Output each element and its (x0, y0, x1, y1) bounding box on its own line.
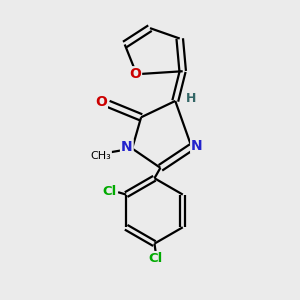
Text: O: O (129, 67, 141, 81)
Text: H: H (185, 92, 196, 105)
Text: Cl: Cl (149, 252, 163, 265)
Text: O: O (95, 94, 107, 109)
Text: N: N (121, 140, 133, 154)
Text: N: N (191, 139, 203, 152)
Text: Cl: Cl (103, 185, 117, 198)
Text: CH₃: CH₃ (91, 151, 111, 161)
